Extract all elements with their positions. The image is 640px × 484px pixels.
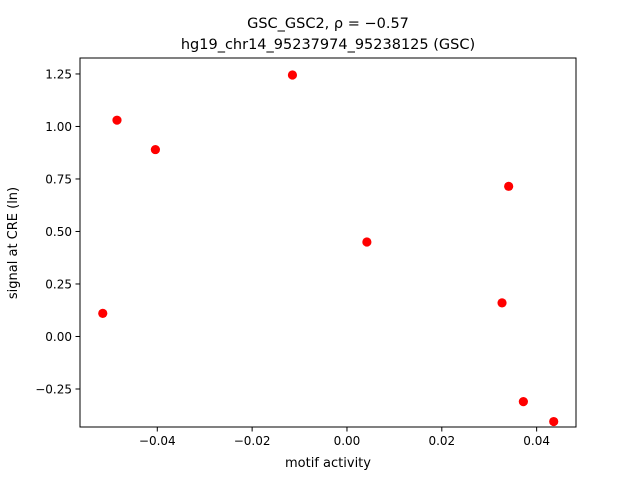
x-tick-label-1: −0.04	[139, 434, 176, 448]
chart-title-line-1: GSC_GSC2, ρ = −0.57	[247, 16, 409, 32]
y-tick-label-5: 0.75	[45, 172, 72, 186]
x-axis-ticks: −0.04 −0.02 0.00 0.02 0.04	[139, 427, 550, 448]
plot-area-frame	[79, 57, 577, 428]
data-points	[98, 70, 559, 427]
chart-title-line-2: hg19_chr14_95237974_95238125 (GSC)	[181, 37, 475, 53]
y-tick-label-4: 0.50	[45, 225, 72, 239]
x-tick-label-3: 0.00	[334, 434, 361, 448]
y-tick-label-1: −0.25	[35, 382, 72, 396]
x-tick-label-5: 0.04	[523, 434, 550, 448]
x-axis-label: motif activity	[285, 456, 371, 471]
data-point-2	[112, 115, 122, 125]
x-tick-label-4: 0.02	[428, 434, 455, 448]
data-point-4	[287, 70, 298, 80]
y-tick-label-2: 0.00	[45, 330, 72, 344]
data-point-7	[504, 181, 514, 191]
y-axis-ticks: −0.25 0.00 0.25 0.50 0.75 1.00 1.25	[35, 67, 80, 396]
data-point-6	[497, 298, 507, 308]
data-point-3	[150, 144, 160, 155]
data-point-1	[98, 308, 108, 318]
y-axis-label: signal at CRE (ln)	[6, 187, 21, 299]
data-point-9	[549, 416, 559, 427]
y-tick-label-6: 1.00	[45, 120, 72, 134]
data-point-5	[362, 237, 372, 247]
y-tick-label-3: 0.25	[45, 277, 72, 291]
y-tick-label-7: 1.25	[45, 67, 72, 81]
data-point-8	[518, 396, 528, 407]
x-tick-label-2: −0.02	[234, 434, 271, 448]
